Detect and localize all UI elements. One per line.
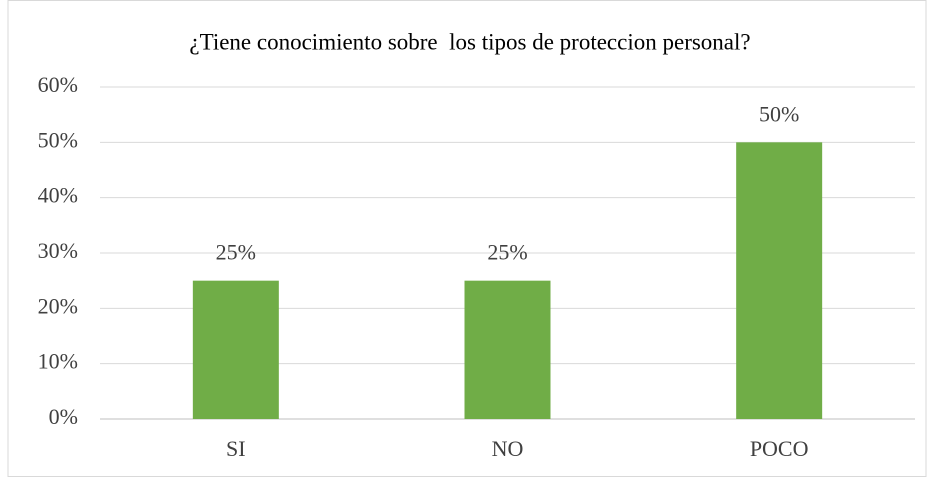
y-tick-label: 50% xyxy=(38,127,78,152)
x-tick-label: SI xyxy=(226,436,246,461)
x-tick-label: POCO xyxy=(750,436,809,461)
y-tick-label: 0% xyxy=(49,404,78,429)
y-tick-label: 40% xyxy=(38,183,78,208)
data-label: 25% xyxy=(216,240,256,265)
chart-title: ¿Tiene conocimiento sobre los tipos de p… xyxy=(189,29,750,54)
y-tick-label: 30% xyxy=(38,238,78,263)
y-tick-label: 10% xyxy=(38,349,78,374)
y-tick-label: 20% xyxy=(38,293,78,318)
data-label: 50% xyxy=(759,101,799,126)
x-tick-label: NO xyxy=(492,436,524,461)
bar xyxy=(736,142,823,420)
bar xyxy=(192,280,279,419)
y-tick-label: 60% xyxy=(38,72,78,97)
data-label: 25% xyxy=(487,240,527,265)
bar xyxy=(464,280,551,419)
